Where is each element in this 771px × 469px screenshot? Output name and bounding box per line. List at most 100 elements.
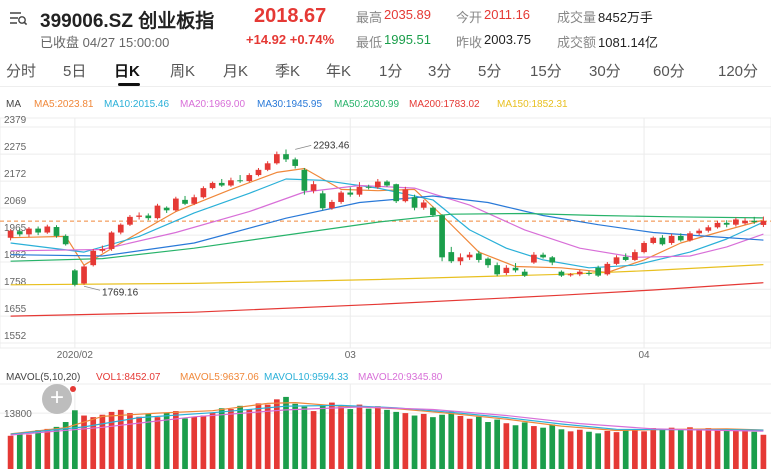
volume-bar [613, 432, 620, 469]
candle-body [365, 186, 372, 188]
candle-body [549, 257, 556, 263]
candle-body [90, 250, 97, 266]
security-name: 399006.SZ 创业板指 [40, 11, 215, 32]
candle-body [512, 267, 519, 271]
ma-line-ma200 [10, 282, 764, 317]
candle-body [659, 237, 666, 245]
candle-body [329, 201, 335, 209]
candle-body [99, 248, 106, 251]
low-value: 1995.51 [384, 32, 431, 47]
vol-legend-item: MAVOL5:9637.06 [180, 372, 259, 383]
volume-bar [714, 429, 721, 469]
tab-3[interactable]: 日K [114, 63, 140, 80]
volume-bar [540, 427, 546, 469]
candle-body [273, 154, 280, 164]
tab-10[interactable]: 5分 [478, 63, 502, 80]
y-tick-label: 1862 [4, 250, 27, 261]
period-tabs: 分时 5日 日K 周K 月K 季K 年K 1分 3分 5分 15分 30分 60分 120分 [0, 56, 771, 87]
volume-bar [604, 430, 611, 469]
volume-bar [35, 430, 41, 469]
volume-value: 8452万手 [598, 10, 653, 25]
volume-bar [641, 431, 647, 469]
notification-dot [70, 386, 76, 392]
active-tab-underline [118, 83, 140, 86]
candle-body [26, 228, 32, 235]
candle-body [108, 232, 115, 249]
ma-line-ma10 [10, 178, 764, 269]
tab-13[interactable]: 60分 [653, 63, 685, 80]
candle-body [558, 271, 565, 276]
volume-bar [622, 430, 629, 469]
tab-11[interactable]: 15分 [530, 63, 562, 80]
tab-2[interactable]: 5日 [63, 63, 87, 80]
volume-bar [108, 411, 115, 469]
candle-body [714, 222, 721, 228]
candle-body [264, 163, 271, 170]
vol-legend-item: MAVOL20:9345.80 [358, 372, 443, 383]
open-value: 2011.16 [484, 7, 531, 22]
candle-body [62, 235, 69, 245]
candle-body [531, 254, 537, 263]
y-tick-label: 2379 [4, 115, 27, 126]
volume-bar [145, 413, 152, 469]
volume-bar [163, 412, 170, 469]
volume-bar [62, 422, 69, 469]
volume-bar [329, 402, 335, 469]
add-indicator-button[interactable]: + [42, 384, 72, 414]
tab-14[interactable]: 120分 [718, 63, 759, 80]
candle-body [347, 192, 354, 195]
annotation-leader [83, 285, 101, 291]
volume-bar [191, 416, 198, 469]
vol-tick-label: 13800 [4, 409, 32, 420]
candle-body [567, 274, 574, 276]
candle-body [402, 189, 409, 202]
volume-bar [172, 411, 179, 469]
candle-body [751, 220, 758, 223]
tab-12[interactable]: 30分 [589, 63, 621, 80]
price-panel-frame [0, 117, 771, 349]
volume-bar [411, 415, 418, 469]
volume-bar [99, 414, 106, 469]
prev-close-value: 2003.75 [484, 32, 531, 47]
volume-bar [273, 399, 280, 469]
volume-bar [485, 422, 491, 469]
volume-bar [182, 418, 188, 469]
price-change: +14.92 +0.74% [246, 32, 335, 47]
market-status: 已收盘 04/27 15:00:00 [40, 35, 170, 50]
volume-bar [7, 435, 14, 469]
candle-body [742, 220, 748, 224]
x-tick-label: 04 [638, 350, 650, 361]
ma-legend-item: MA5:2023.81 [34, 99, 94, 110]
volume-bar [384, 409, 390, 469]
volume-bar [264, 404, 271, 469]
low-label: 最低 [356, 35, 383, 50]
candle-body [7, 230, 14, 238]
tab-9[interactable]: 3分 [428, 63, 452, 80]
tab-6[interactable]: 季K [275, 63, 301, 80]
candle-body [374, 181, 381, 188]
volume-bar [356, 404, 363, 469]
volume-bar [255, 403, 262, 469]
tab-1[interactable]: 分时 [6, 63, 37, 80]
back-icon[interactable] [8, 10, 28, 26]
ma-legend-item: MA30:1945.95 [257, 99, 323, 110]
y-tick-label: 1758 [4, 277, 27, 288]
candle-body [411, 197, 418, 208]
candle-body [503, 267, 510, 274]
mavol20-line [10, 406, 764, 436]
tab-7[interactable]: 年K [326, 63, 352, 80]
volume-bar [117, 409, 124, 469]
volume-bar [365, 408, 372, 469]
volume-bar [301, 406, 308, 469]
volume-bar [338, 406, 344, 469]
tab-4[interactable]: 周K [170, 63, 196, 80]
volume-bar [209, 413, 216, 469]
volume-bar [677, 430, 684, 469]
tab-8[interactable]: 1分 [379, 63, 403, 80]
tab-5[interactable]: 月K [223, 63, 249, 80]
candle-body [420, 202, 427, 208]
candle-body [650, 237, 657, 243]
candle-body [182, 199, 188, 204]
vol-legend-item: MAVOL10:9594.33 [264, 372, 349, 383]
